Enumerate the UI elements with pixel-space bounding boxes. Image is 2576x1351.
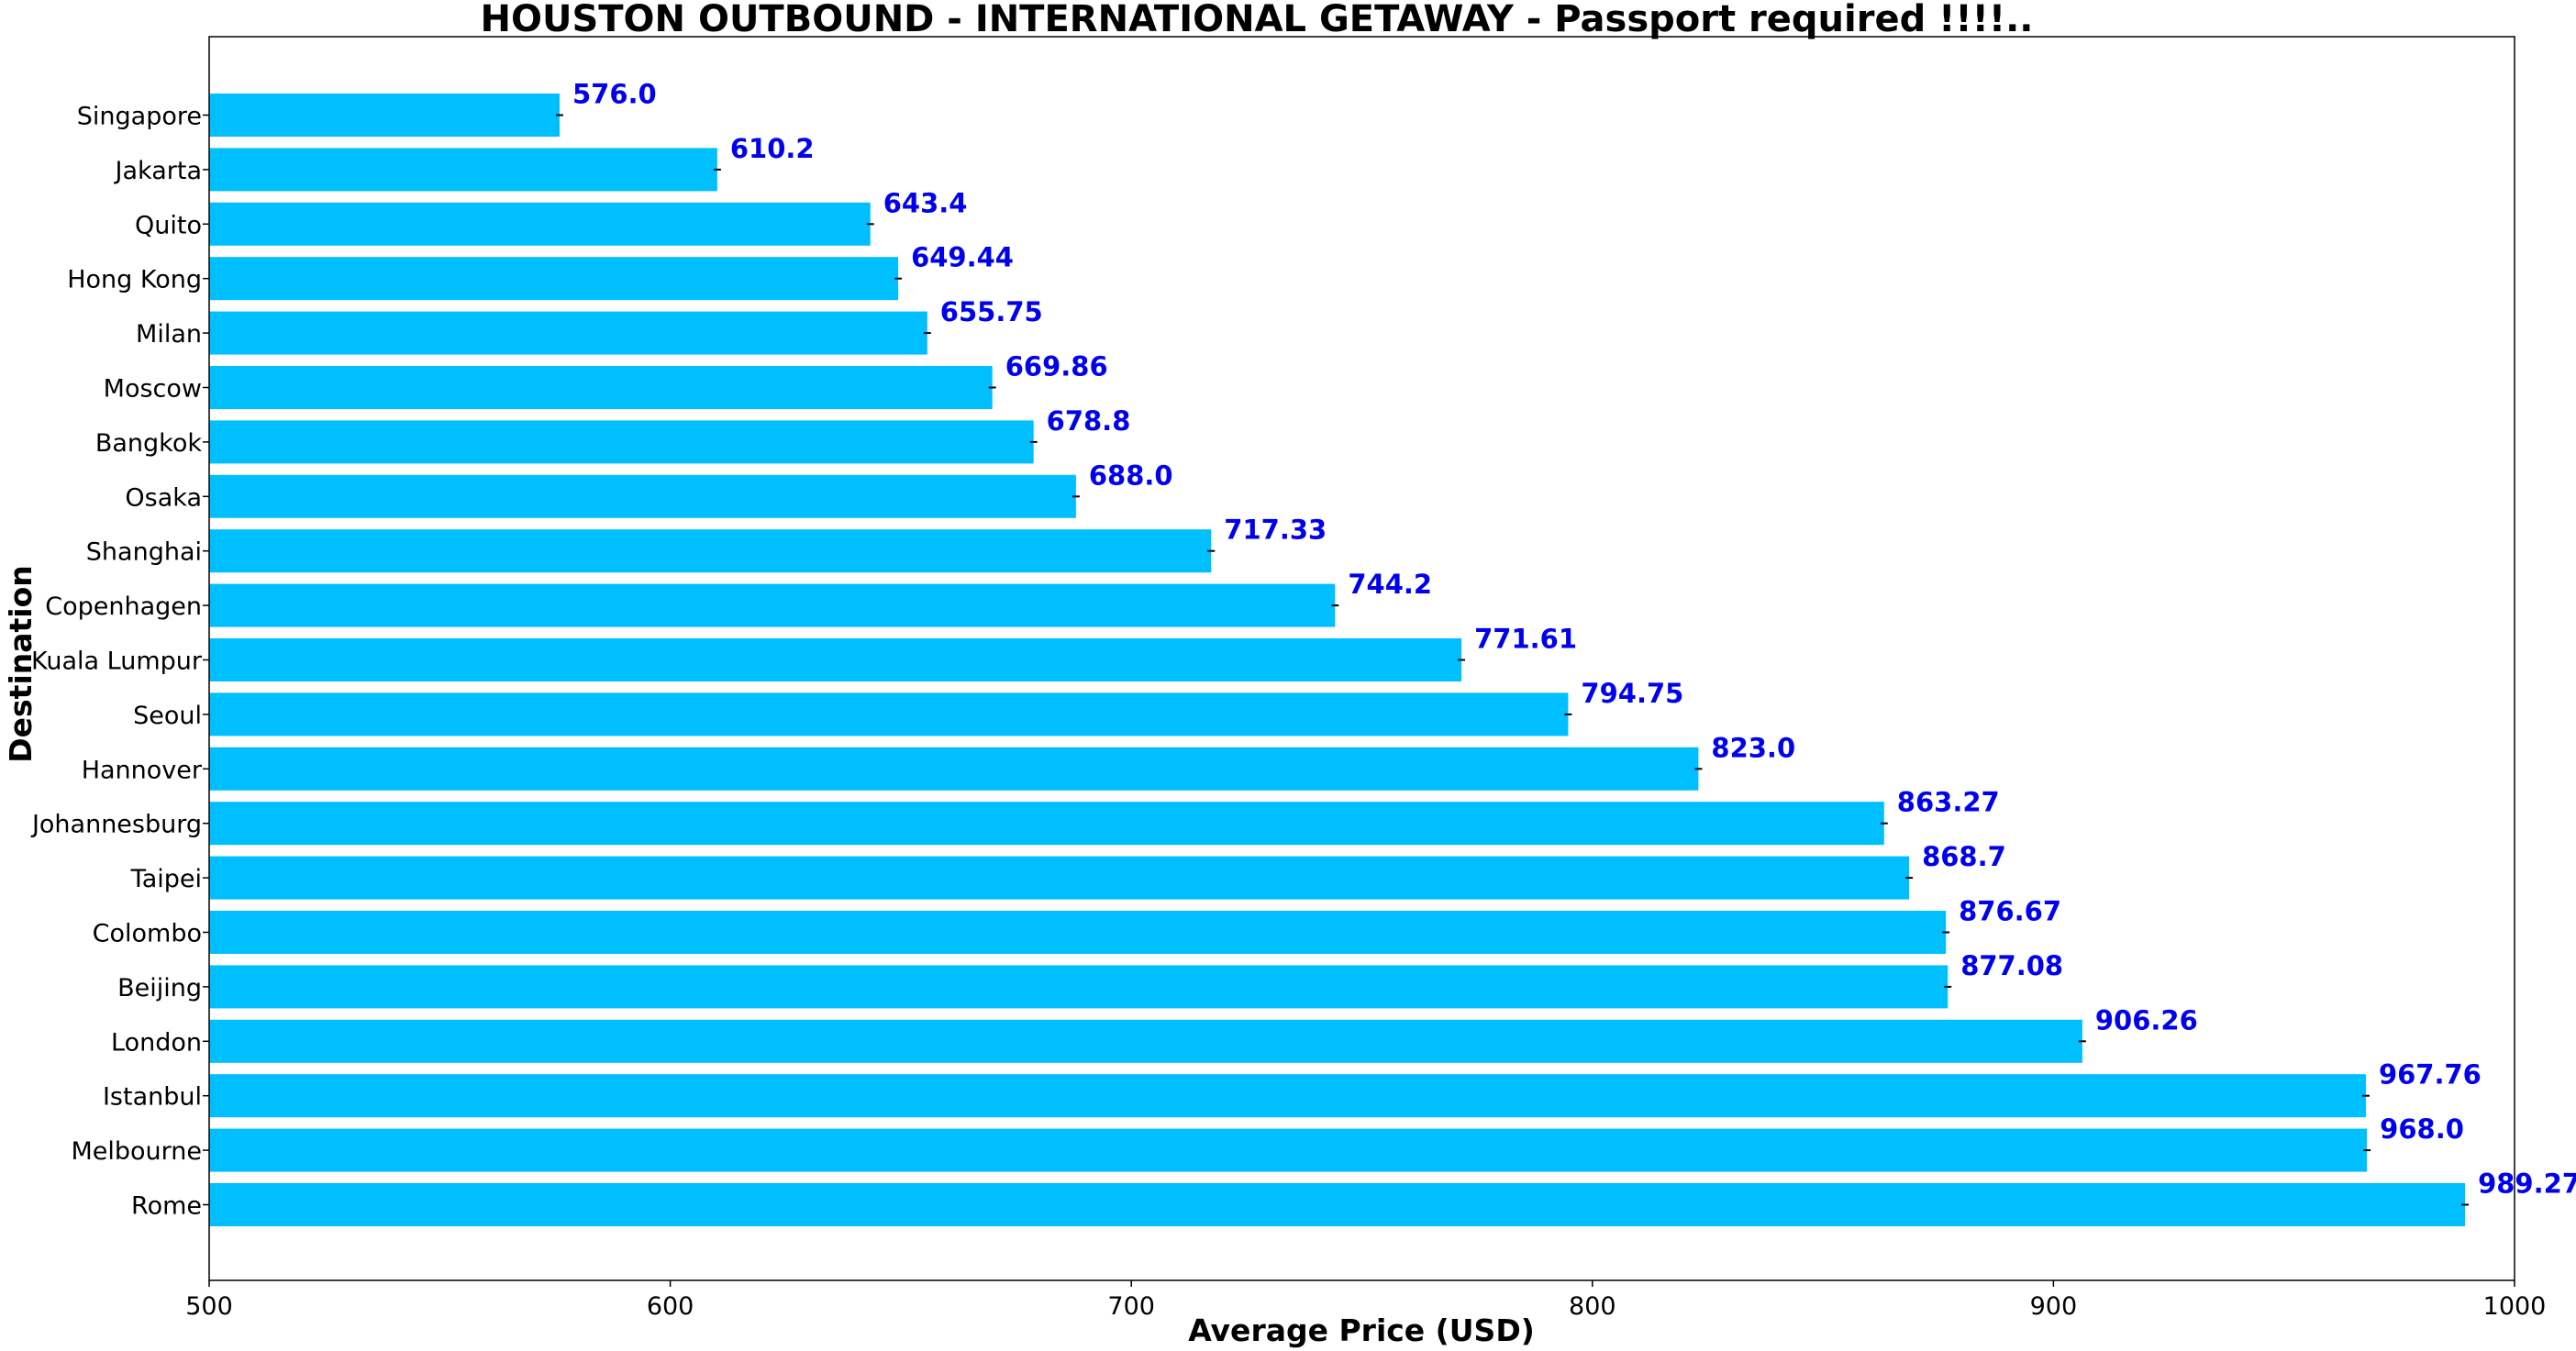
chart-title: HOUSTON OUTBOUND - INTERNATIONAL GETAWAY… [480, 0, 2033, 40]
value-label: 794.75 [1581, 678, 1683, 709]
value-label: 876.67 [1959, 896, 2061, 927]
y-tick-label: Kuala Lumpur [31, 648, 203, 676]
y-axis-ticks: Singapore Jakarta Quito Hong Kong Milan Mosco… [30, 103, 209, 1221]
x-tick-label: 700 [1107, 1292, 1155, 1321]
bar-shanghai [209, 529, 1212, 573]
value-label: 655.75 [940, 296, 1043, 327]
value-label: 717.33 [1224, 515, 1327, 546]
x-axis-label: Average Price (USD) [1188, 1312, 1535, 1348]
value-label: 877.08 [1960, 950, 2063, 981]
y-tick-label: Colombo [93, 920, 202, 948]
x-axis-ticks: 500 600 700 800 900 1000 [185, 1280, 2546, 1321]
bar-beijing [209, 965, 1949, 1009]
value-label: 868.7 [1922, 841, 2006, 872]
x-tick-label: 900 [2030, 1292, 2078, 1321]
x-tick-label: 1000 [2483, 1292, 2547, 1321]
y-tick-label: Johannesburg [30, 811, 202, 839]
bar-quito [209, 202, 871, 246]
bar-taipei [209, 856, 1910, 900]
value-label: 823.0 [1711, 732, 1795, 763]
y-tick-label: Beijing [117, 974, 202, 1002]
y-tick-label: Taipei [130, 865, 202, 893]
bar-london [209, 1019, 2082, 1063]
bar-istanbul [209, 1074, 2366, 1118]
bar-jakarta [209, 148, 717, 192]
y-tick-label: Hong Kong [67, 266, 202, 294]
bars-layer [209, 94, 2466, 1226]
value-label: 906.26 [2095, 1004, 2198, 1035]
value-label: 744.2 [1348, 569, 1432, 600]
value-labels-layer: 576.0 610.2 643.4 649.44 655.75 669.86 678.8 68… [572, 79, 2576, 1200]
value-label: 771.61 [1474, 624, 1577, 655]
plot-frame [208, 36, 2515, 1281]
value-label: 989.27 [2478, 1168, 2576, 1200]
y-axis-label: Destination [3, 565, 39, 763]
bar-rome [209, 1183, 2466, 1226]
bar-bangkok [209, 420, 1034, 464]
y-tick-label: Milan [136, 320, 202, 349]
value-label: 610.2 [730, 133, 815, 164]
y-tick-label: Copenhagen [45, 592, 202, 621]
bar-moscow [209, 366, 993, 409]
bar-hannover [209, 747, 1699, 791]
y-tick-label: Rome [131, 1192, 202, 1221]
x-tick-label: 800 [1569, 1292, 1616, 1321]
y-tick-label: Melbourne [71, 1137, 202, 1166]
bar-seoul [209, 692, 1569, 736]
bar-hong-kong [209, 257, 899, 301]
bar-kuala-lumpur [209, 638, 1462, 681]
bar-johannesburg [209, 802, 1884, 846]
value-label: 576.0 [572, 79, 657, 110]
y-tick-label: Quito [135, 211, 202, 239]
value-label: 688.0 [1089, 460, 1173, 491]
value-label: 669.86 [1005, 351, 1108, 382]
x-tick-label: 600 [647, 1292, 694, 1321]
y-tick-label: Moscow [104, 375, 202, 404]
value-label: 678.8 [1047, 405, 1131, 437]
y-tick-label: London [111, 1028, 202, 1057]
y-tick-label: Hannover [82, 756, 203, 784]
y-tick-label: Seoul [133, 702, 202, 730]
value-label: 967.76 [2379, 1059, 2482, 1091]
y-tick-label: Singapore [77, 103, 202, 131]
y-tick-label: Istanbul [103, 1083, 202, 1112]
bar-melbourne [209, 1128, 2368, 1172]
bar-copenhagen [209, 583, 1336, 627]
value-label: 649.44 [911, 242, 1014, 273]
value-label: 968.0 [2380, 1113, 2464, 1145]
value-label: 863.27 [1897, 787, 2000, 818]
bar-milan [209, 311, 927, 355]
error-bars-layer [555, 114, 2470, 1206]
x-tick-label: 500 [185, 1292, 233, 1321]
y-tick-label: Bangkok [95, 429, 203, 458]
value-label: 643.4 [883, 187, 968, 218]
bar-osaka [209, 474, 1076, 518]
y-tick-label: Osaka [125, 483, 202, 512]
bar-singapore [209, 94, 560, 137]
bar-colombo [209, 911, 1947, 954]
y-tick-label: Jakarta [114, 157, 202, 185]
y-tick-label: Shanghai [86, 538, 202, 567]
